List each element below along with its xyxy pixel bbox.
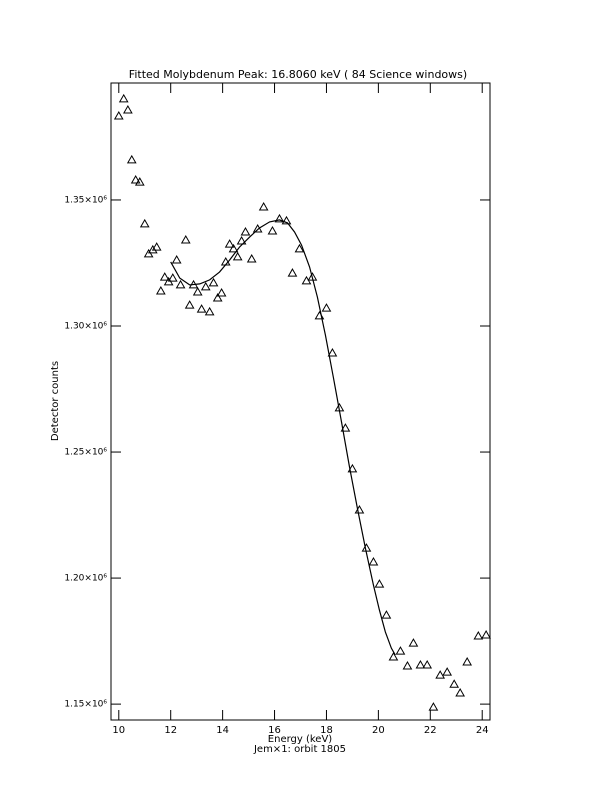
- data-point: [340, 423, 351, 432]
- data-point: [151, 242, 162, 251]
- x-tick-label: 10: [112, 725, 125, 736]
- subtitle: Jem×1: orbit 1805: [253, 744, 346, 755]
- data-point: [395, 646, 406, 655]
- data-point: [428, 702, 439, 711]
- data-point: [402, 661, 413, 670]
- x-tick-label: 24: [476, 725, 489, 736]
- data-point: [281, 215, 292, 225]
- x-tick-label: 18: [320, 725, 333, 736]
- y-tick-label: 1.20×10⁶: [64, 574, 107, 584]
- data-point: [204, 306, 215, 316]
- data-point: [368, 556, 379, 566]
- data-point: [294, 243, 305, 253]
- data-point: [240, 226, 251, 236]
- data-point: [196, 304, 207, 313]
- data-point: [462, 657, 473, 666]
- data-point: [200, 281, 211, 291]
- y-tick-label: 1.15×10⁶: [64, 700, 107, 710]
- data-point: [236, 236, 247, 245]
- data-point: [258, 202, 269, 211]
- data-point: [388, 651, 399, 661]
- x-tick-label: 16: [268, 725, 281, 736]
- y-tick-label: 1.35×10⁶: [64, 195, 107, 205]
- data-point: [208, 277, 219, 287]
- data-point: [192, 286, 203, 296]
- data-point: [228, 243, 239, 253]
- data-point: [123, 104, 133, 114]
- x-tick-label: 20: [372, 725, 385, 736]
- data-point: [361, 543, 372, 552]
- data-point: [167, 273, 178, 282]
- data-point: [435, 670, 446, 679]
- data-point: [171, 254, 182, 264]
- data-point: [216, 287, 227, 297]
- data-point: [415, 660, 426, 669]
- data-point: [347, 463, 358, 473]
- data-point: [449, 679, 460, 688]
- x-axis-label: Energy (keV): [268, 734, 333, 745]
- data-point: [180, 235, 191, 244]
- data-point: [184, 300, 195, 309]
- data-point: [126, 154, 137, 164]
- data-point: [408, 638, 419, 647]
- data-point: [481, 630, 491, 639]
- data-point: [327, 347, 338, 357]
- data-point: [143, 248, 154, 258]
- data-point: [267, 225, 278, 235]
- data-point: [134, 177, 145, 186]
- data-point: [147, 244, 158, 254]
- data-point: [139, 218, 150, 228]
- y-tick-label: 1.25×10⁶: [64, 448, 107, 458]
- chart-title: Fitted Molybdenum Peak: 16.8060 keV ( 84…: [129, 68, 467, 81]
- data-point: [175, 279, 186, 289]
- x-tick-label: 14: [216, 725, 229, 736]
- data-point: [155, 285, 166, 295]
- data-point: [246, 253, 257, 263]
- data-point: [374, 579, 385, 588]
- plot-frame: [110, 82, 491, 721]
- data-point: [130, 175, 141, 184]
- data-point: [224, 239, 235, 248]
- data-point: [321, 303, 332, 312]
- x-tick-label: 22: [424, 725, 437, 736]
- y-axis-label: Detector counts: [50, 361, 61, 441]
- fit-curve: [170, 219, 396, 656]
- data-point: [442, 667, 453, 676]
- x-tick-label: 12: [164, 725, 177, 736]
- data-point: [274, 213, 285, 223]
- data-point: [422, 660, 433, 669]
- data-point: [287, 268, 298, 277]
- data-point: [212, 293, 223, 302]
- data-point: [113, 111, 124, 120]
- data-point: [232, 251, 243, 261]
- data-point: [473, 631, 484, 640]
- data-point: [159, 272, 170, 281]
- data-point: [252, 223, 263, 233]
- data-point: [118, 93, 129, 103]
- y-tick-label: 1.30×10⁶: [64, 322, 107, 332]
- data-point: [381, 610, 392, 619]
- data-point: [455, 688, 466, 697]
